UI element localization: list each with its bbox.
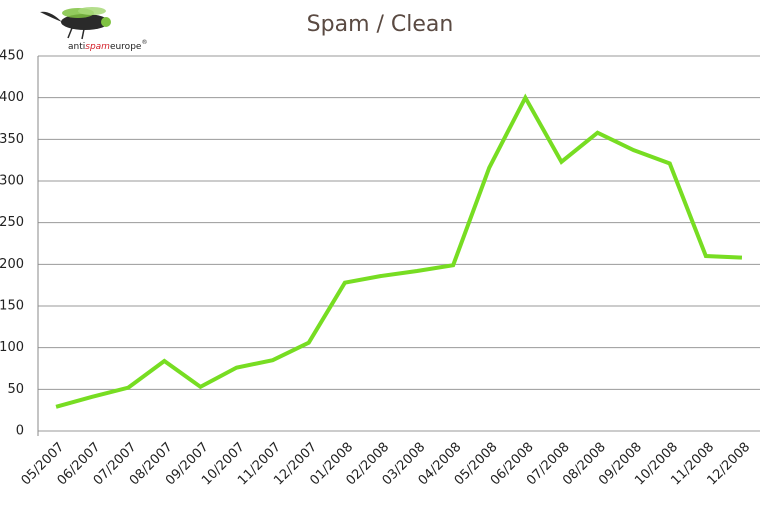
y-tick-label: 300 (0, 174, 24, 189)
logo: antispameurope® (40, 7, 147, 52)
y-tick-label: 400 (0, 90, 24, 105)
y-tick-label: 150 (0, 299, 24, 314)
logo-wasp-leg (67, 27, 73, 39)
logo-prefix: anti (68, 42, 85, 52)
y-tick-label: 100 (0, 340, 24, 355)
y-tick-label: 450 (0, 49, 24, 64)
y-tick-label: 0 (16, 424, 24, 439)
y-tick-label: 350 (0, 132, 24, 147)
chart-title: Spam / Clean (307, 12, 454, 37)
logo-mark: ® (141, 39, 147, 46)
y-tick-label: 50 (7, 382, 24, 397)
logo-wasp-leg (81, 28, 85, 40)
data-line (55, 93, 743, 409)
y-tick-label: 200 (0, 257, 24, 272)
logo-wasp-body (61, 14, 109, 30)
logo-wasp-wing (78, 7, 106, 15)
logo-wasp-head (101, 17, 111, 27)
logo-wasp-sting (40, 11, 62, 22)
logo-suffix: europe (110, 42, 142, 52)
logo-highlight: spam (85, 42, 110, 52)
logo-text: antispameurope® (68, 39, 147, 52)
y-tick-label: 250 (0, 215, 24, 230)
